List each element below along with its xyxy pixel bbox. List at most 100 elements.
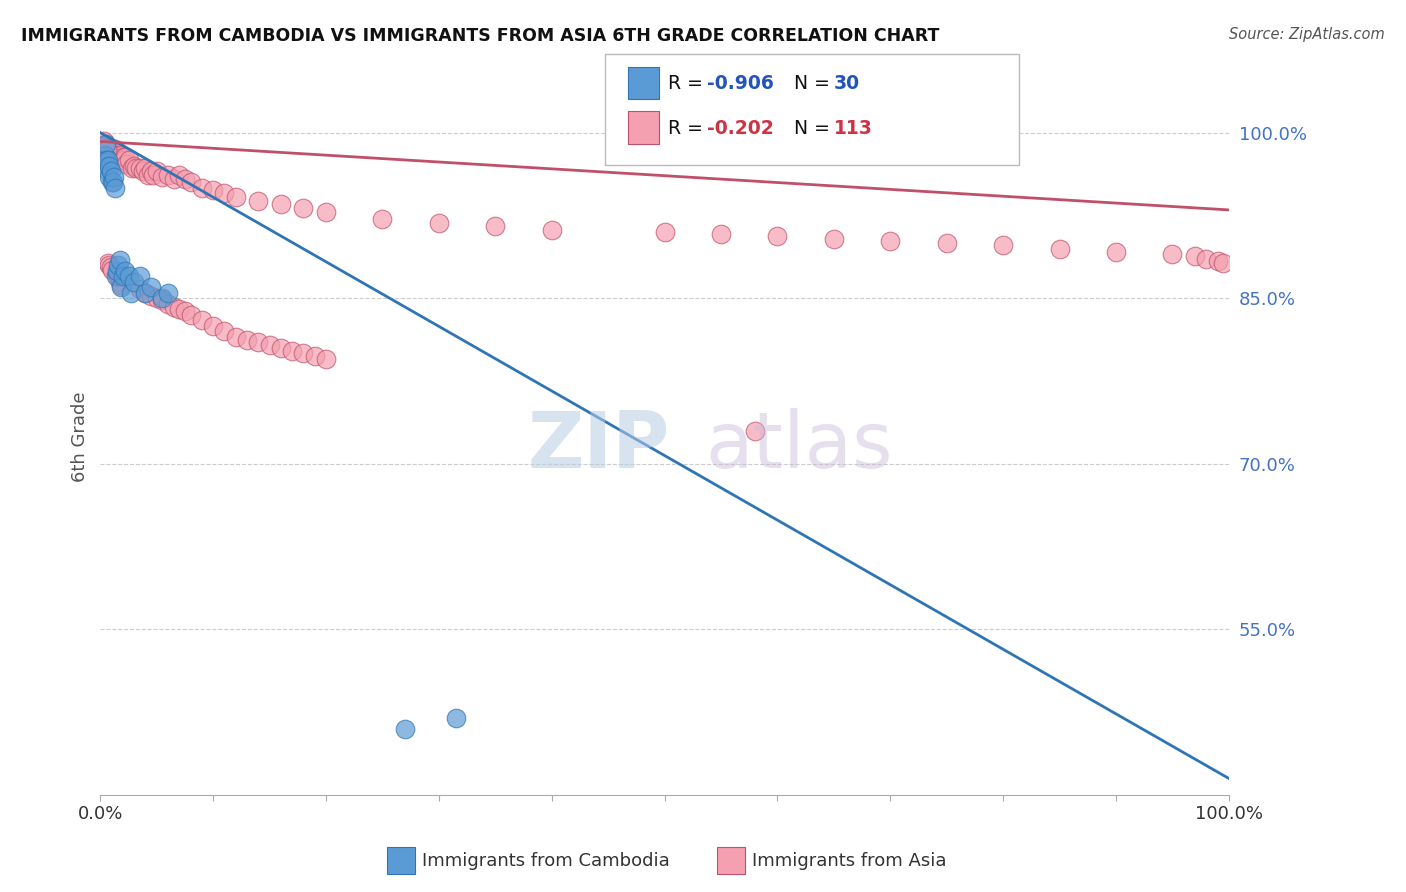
Point bbox=[100, 260, 122, 275]
Point bbox=[169, 168, 191, 182]
Point bbox=[93, 135, 115, 149]
Point bbox=[236, 333, 259, 347]
Point bbox=[104, 142, 127, 156]
Text: N =: N = bbox=[794, 74, 831, 94]
Point bbox=[97, 164, 120, 178]
Point bbox=[152, 291, 174, 305]
Text: Source: ZipAtlas.com: Source: ZipAtlas.com bbox=[1229, 27, 1385, 42]
Point bbox=[247, 335, 270, 350]
Point bbox=[174, 304, 197, 318]
Point bbox=[180, 308, 202, 322]
Point bbox=[394, 722, 416, 736]
Point bbox=[94, 153, 117, 168]
Point bbox=[105, 147, 128, 161]
Point bbox=[100, 262, 122, 277]
Point bbox=[125, 161, 148, 175]
Point bbox=[134, 161, 156, 175]
Point bbox=[105, 145, 128, 160]
Text: -0.906: -0.906 bbox=[707, 74, 775, 94]
Point bbox=[111, 153, 134, 168]
Point bbox=[100, 164, 122, 178]
Point bbox=[100, 142, 122, 156]
Point bbox=[1212, 256, 1234, 270]
Point bbox=[315, 205, 337, 219]
Point bbox=[1049, 242, 1071, 256]
Point bbox=[96, 142, 118, 156]
Text: ZIP: ZIP bbox=[527, 408, 669, 484]
Point bbox=[97, 256, 120, 270]
Text: Immigrants from Asia: Immigrants from Asia bbox=[752, 852, 946, 870]
Point bbox=[96, 150, 118, 164]
Text: IMMIGRANTS FROM CAMBODIA VS IMMIGRANTS FROM ASIA 6TH GRADE CORRELATION CHART: IMMIGRANTS FROM CAMBODIA VS IMMIGRANTS F… bbox=[21, 27, 939, 45]
Point bbox=[935, 235, 957, 250]
Point bbox=[281, 344, 304, 359]
Point bbox=[100, 142, 122, 156]
Point bbox=[292, 346, 315, 360]
Point bbox=[1195, 252, 1218, 266]
Point bbox=[94, 147, 117, 161]
Point bbox=[139, 289, 162, 303]
Point bbox=[146, 164, 169, 178]
Point bbox=[100, 147, 122, 161]
Point bbox=[93, 136, 115, 151]
Point bbox=[94, 147, 117, 161]
Point bbox=[292, 201, 315, 215]
Text: R =: R = bbox=[668, 74, 703, 94]
Point bbox=[108, 275, 131, 289]
Point bbox=[105, 267, 128, 281]
Point bbox=[146, 291, 169, 305]
Point bbox=[202, 183, 225, 197]
Point bbox=[128, 161, 150, 175]
Point bbox=[169, 302, 191, 317]
Point bbox=[110, 280, 132, 294]
Point bbox=[107, 147, 129, 161]
Point bbox=[157, 297, 180, 311]
Point bbox=[94, 153, 117, 168]
Point bbox=[117, 153, 139, 168]
Point bbox=[101, 175, 124, 189]
Point bbox=[128, 269, 150, 284]
Point bbox=[93, 142, 115, 156]
Point bbox=[120, 285, 142, 300]
Point bbox=[879, 234, 901, 248]
Point bbox=[94, 147, 117, 161]
Point bbox=[270, 341, 292, 355]
Point bbox=[103, 169, 125, 184]
Point bbox=[101, 150, 124, 164]
Point bbox=[97, 142, 120, 156]
Point bbox=[111, 150, 134, 164]
Point bbox=[180, 175, 202, 189]
Point bbox=[98, 159, 121, 173]
Point bbox=[484, 219, 506, 234]
Point bbox=[823, 232, 845, 246]
Point bbox=[122, 159, 145, 173]
Point bbox=[108, 252, 131, 267]
Point bbox=[371, 211, 394, 226]
Point bbox=[163, 300, 186, 314]
Point bbox=[1206, 253, 1229, 268]
Point bbox=[98, 142, 121, 156]
Text: -0.202: -0.202 bbox=[707, 119, 773, 138]
Point bbox=[993, 238, 1015, 252]
Text: atlas: atlas bbox=[706, 408, 893, 484]
Point bbox=[202, 318, 225, 333]
Text: 113: 113 bbox=[834, 119, 873, 138]
Point bbox=[97, 147, 120, 161]
Point bbox=[110, 147, 132, 161]
Y-axis label: 6th Grade: 6th Grade bbox=[72, 391, 89, 482]
Point bbox=[94, 153, 117, 168]
Text: Immigrants from Cambodia: Immigrants from Cambodia bbox=[422, 852, 669, 870]
Point bbox=[108, 150, 131, 164]
Point bbox=[103, 150, 125, 164]
Point bbox=[152, 169, 174, 184]
Point bbox=[139, 164, 162, 178]
Point bbox=[96, 159, 118, 173]
Point bbox=[96, 144, 118, 158]
Point bbox=[152, 293, 174, 308]
Point bbox=[112, 153, 135, 168]
Text: N =: N = bbox=[794, 119, 831, 138]
Point bbox=[97, 153, 120, 168]
Point bbox=[142, 168, 165, 182]
Point bbox=[225, 330, 247, 344]
Point bbox=[100, 175, 122, 189]
